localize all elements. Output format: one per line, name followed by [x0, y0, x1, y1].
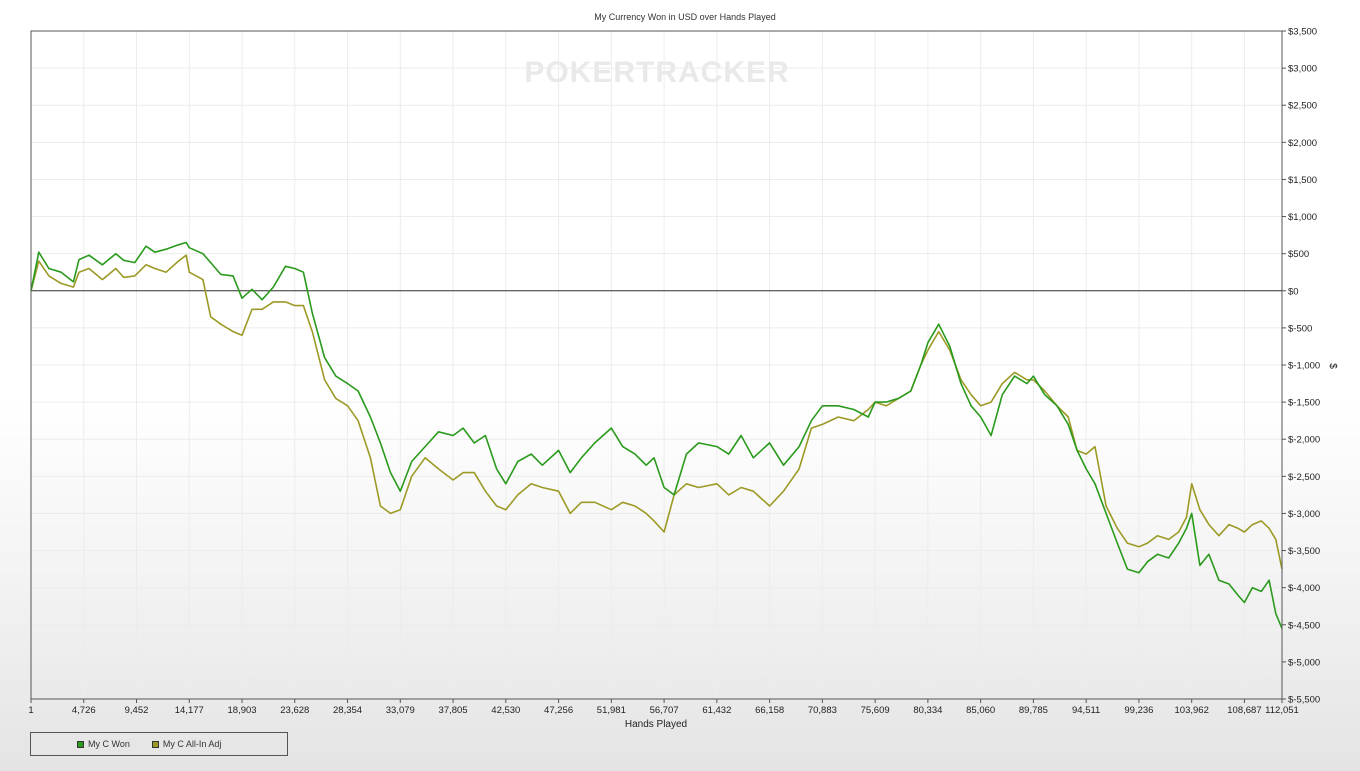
y-tick-label: $-3,000: [1288, 509, 1320, 520]
x-tick-label: 103,962: [1175, 705, 1209, 716]
legend-swatch-icon: [151, 740, 159, 748]
x-tick-label: 112,051: [1265, 705, 1299, 716]
series-group: [30, 241, 1283, 629]
y-axis-title: $: [1327, 363, 1338, 369]
x-tick-label: 33,079: [386, 705, 415, 716]
y-tick-label: $-5,000: [1288, 657, 1320, 668]
legend-item-my-c-all-in-adj[interactable]: My C All-In Adj: [151, 739, 222, 749]
y-tick-label: $500: [1288, 249, 1309, 260]
y-tick-label: $-500: [1288, 323, 1312, 334]
y-tick-label: $-3,500: [1288, 546, 1320, 557]
y-tick-label: $0: [1288, 286, 1299, 297]
x-tick-label: 28,354: [333, 705, 362, 716]
x-tick-label: 70,883: [808, 705, 837, 716]
x-tick-label: 108,687: [1227, 705, 1261, 716]
x-tick-label: 99,236: [1124, 705, 1153, 716]
x-tick-label: 75,609: [861, 705, 890, 716]
x-tick-label: 61,432: [702, 705, 731, 716]
x-tick-label: 18,903: [228, 705, 257, 716]
grid: [30, 30, 1283, 700]
series-line-my-c-won: [30, 241, 1283, 629]
y-tick-label: $3,000: [1288, 64, 1317, 75]
legend-item-my-c-won[interactable]: My C Won: [77, 739, 130, 749]
chart-title: My Currency Won in USD over Hands Played: [594, 12, 775, 22]
x-axis-title: Hands Played: [625, 719, 687, 730]
x-tick-label: 56,707: [650, 705, 679, 716]
y-tick-label: $-4,500: [1288, 620, 1320, 631]
y-tick-label: $2,000: [1288, 138, 1317, 149]
legend-label: My C All-In Adj: [162, 739, 222, 749]
x-tick-label: 80,334: [913, 705, 942, 716]
legend-swatch-icon: [77, 740, 84, 748]
y-tick-label: $-2,500: [1288, 472, 1320, 483]
y-tick-label: $-1,000: [1288, 361, 1320, 372]
watermark-logo: POKERTRACKER: [524, 56, 789, 89]
y-tick-label: $2,500: [1288, 101, 1317, 112]
y-tick-label: $-4,000: [1288, 583, 1320, 594]
x-tick-label: 9,452: [125, 705, 149, 716]
y-tick-label: $1,500: [1288, 175, 1317, 186]
x-tick-label: 14,177: [175, 705, 204, 716]
x-tick-label: 94,511: [1072, 705, 1100, 716]
x-tick-label: 37,805: [439, 705, 468, 716]
y-tick-label: $-1,500: [1288, 398, 1320, 409]
legend-label: My C Won: [88, 739, 130, 749]
y-axis-ticks: $3,500 $3,000 $2,500 $2,000 $1,500 $1,000 $500…: [1282, 27, 1320, 706]
x-tick-label: 4,726: [72, 705, 96, 716]
x-tick-label: 66,158: [755, 705, 784, 716]
y-tick-label: $-5,500: [1288, 695, 1320, 706]
x-axis-ticks: 1 4,726 9,452 14,177 18,903 23,628 28,354 33,07…: [28, 699, 1299, 716]
x-tick-label: 51,981: [597, 705, 626, 716]
y-tick-label: $3,500: [1288, 27, 1317, 38]
y-tick-label: $1,000: [1288, 212, 1317, 223]
legend: My C Won My C All-In Adj: [30, 732, 288, 756]
x-tick-label: 23,628: [280, 705, 309, 716]
y-tick-label: $-2,000: [1288, 435, 1320, 446]
series-line-my-c-all-in-adj: [30, 254, 1283, 570]
x-tick-label: 42,530: [491, 705, 520, 716]
x-tick-label: 85,060: [966, 705, 995, 716]
x-tick-label: 89,785: [1019, 705, 1048, 716]
x-tick-label: 47,256: [544, 705, 573, 716]
x-tick-label: 1: [28, 705, 33, 716]
